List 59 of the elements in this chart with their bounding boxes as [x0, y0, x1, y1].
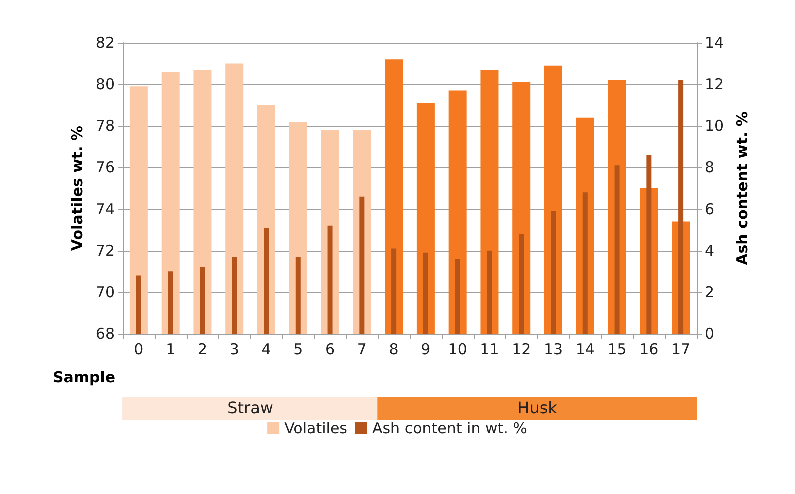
bar: [519, 234, 524, 334]
bar: [136, 276, 142, 334]
text: Husk: [518, 398, 558, 418]
bar: [678, 80, 684, 334]
y-tick-label: 68: [96, 325, 115, 343]
legend-label: Volatiles: [284, 420, 348, 438]
x-tick-label: 3: [230, 340, 240, 358]
y2-tick-label: 10: [705, 117, 724, 136]
y-tick-label: 76: [96, 158, 115, 177]
bar: [232, 257, 238, 334]
y-tick-label: 82: [96, 34, 115, 52]
y-tick-label: 72: [96, 242, 115, 260]
y2-axis-title: Ash content wt. %: [733, 112, 752, 266]
y2-tick-label: 8: [705, 158, 715, 177]
x-tick-label: 8: [389, 340, 399, 358]
text: Straw: [228, 398, 274, 418]
x-tick-label: 4: [262, 340, 272, 358]
x-tick-label: 9: [421, 340, 431, 358]
bar: [614, 166, 620, 334]
bar: [328, 226, 333, 334]
bar: [551, 211, 556, 334]
bar: [392, 248, 397, 334]
x-tick-label: 1: [166, 340, 176, 358]
y2-tick-label: 12: [705, 76, 724, 94]
bar: [168, 272, 174, 334]
bar: [646, 155, 652, 334]
x-tick-label: 2: [198, 340, 208, 358]
x-tick-label: 14: [576, 340, 595, 358]
y2-tick-label: 0: [705, 325, 715, 343]
y-axis-title: Volatiles wt. %: [68, 126, 87, 252]
bar: [455, 259, 460, 334]
bar: [264, 228, 269, 334]
x-tick-label: 11: [480, 340, 500, 358]
x-tick-label: 15: [608, 340, 627, 358]
x-tick-label: 0: [134, 340, 144, 358]
y-tick-label: 70: [96, 283, 115, 302]
x-tick-label: 13: [544, 340, 564, 358]
x-tick-label: 17: [672, 340, 691, 358]
x-axis-title: Sample: [53, 368, 116, 386]
x-tick-label: 10: [448, 340, 468, 358]
bar: [296, 257, 301, 334]
bar: [582, 192, 588, 334]
y2-tick-label: 4: [705, 242, 715, 260]
x-tick-label: 7: [357, 340, 367, 358]
y2-tick-label: 6: [705, 200, 715, 218]
bar: [423, 252, 428, 334]
x-tick-label: 16: [640, 340, 659, 358]
bar: [487, 250, 492, 334]
y-tick-label: 78: [96, 117, 115, 136]
x-tick-label: 12: [512, 340, 532, 358]
bar: [360, 196, 365, 334]
y2-tick-label: 2: [705, 283, 715, 302]
y-tick-label: 80: [96, 76, 115, 94]
legend-label: Ash content in wt. %: [372, 420, 528, 438]
y-tick-label: 74: [96, 200, 115, 218]
x-tick-label: 6: [326, 340, 336, 358]
y2-tick-label: 14: [705, 34, 724, 52]
x-tick-label: 5: [294, 340, 304, 358]
bar: [200, 267, 206, 334]
